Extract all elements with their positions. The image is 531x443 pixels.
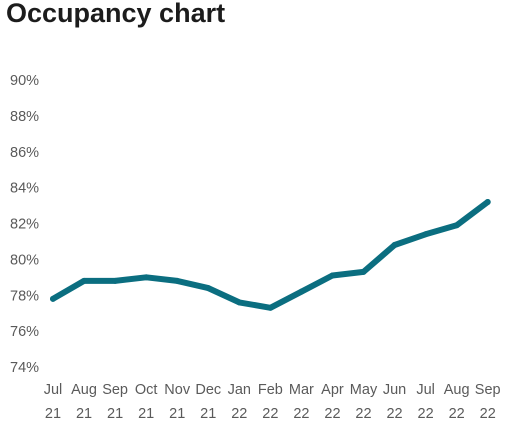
x-tick-year-label: 22: [449, 406, 465, 422]
data-point: [298, 288, 305, 295]
x-tick-month-label: Mar: [289, 382, 314, 398]
data-point: [174, 277, 181, 284]
data-point: [267, 304, 274, 311]
x-tick-year-label: 22: [355, 406, 371, 422]
x-tick-month-label: Jul: [416, 382, 435, 398]
x-tick-year-label: 21: [107, 406, 123, 422]
occupancy-series-line: [50, 199, 491, 311]
y-tick-label: 74%: [10, 360, 39, 376]
x-tick-year-label: 21: [76, 406, 92, 422]
x-tick-year-label: 21: [45, 406, 61, 422]
data-point: [484, 198, 491, 205]
chart-title: Occupancy chart: [6, 0, 226, 28]
x-tick-month-label: Sep: [475, 382, 501, 398]
x-tick-year-label: 22: [480, 406, 496, 422]
x-tick-month-label: Jun: [383, 382, 406, 398]
data-point: [360, 268, 367, 275]
data-point: [143, 274, 150, 281]
y-tick-label: 78%: [10, 288, 39, 304]
x-tick-year-label: 22: [418, 406, 434, 422]
y-tick-label: 76%: [10, 324, 39, 340]
data-point: [329, 272, 336, 279]
data-point: [391, 242, 398, 249]
x-tick-month-label: Nov: [164, 382, 191, 398]
x-tick-year-label: 22: [386, 406, 402, 422]
data-point: [236, 299, 243, 306]
x-tick-year-label: 22: [293, 406, 309, 422]
x-tick-year-label: 21: [169, 406, 185, 422]
x-tick-month-label: Oct: [135, 382, 158, 398]
y-tick-label: 84%: [10, 181, 39, 197]
x-tick-month-label: Aug: [444, 382, 470, 398]
y-tick-label: 80%: [10, 252, 39, 268]
x-tick-month-label: May: [350, 382, 378, 398]
x-tick-year-label: 22: [231, 406, 247, 422]
y-tick-label: 90%: [10, 73, 39, 89]
data-point: [50, 295, 56, 302]
data-point: [422, 231, 429, 238]
y-tick-label: 82%: [10, 217, 39, 233]
x-tick-year-label: 22: [324, 406, 340, 422]
y-tick-label: 88%: [10, 109, 39, 125]
x-tick-month-label: Jan: [228, 382, 251, 398]
x-tick-year-label: 21: [200, 406, 216, 422]
data-point: [112, 277, 119, 284]
x-tick-year-label: 21: [138, 406, 154, 422]
x-tick-month-label: Aug: [71, 382, 97, 398]
data-point: [81, 277, 88, 284]
x-tick-month-label: Dec: [195, 382, 221, 398]
x-tick-year-label: 22: [262, 406, 278, 422]
y-tick-label: 86%: [10, 145, 39, 161]
data-point: [453, 222, 460, 229]
data-point: [205, 285, 212, 292]
x-tick-month-label: Apr: [321, 382, 344, 398]
x-tick-month-label: Sep: [102, 382, 128, 398]
x-tick-month-label: Feb: [258, 382, 283, 398]
x-tick-month-label: Jul: [44, 382, 63, 398]
